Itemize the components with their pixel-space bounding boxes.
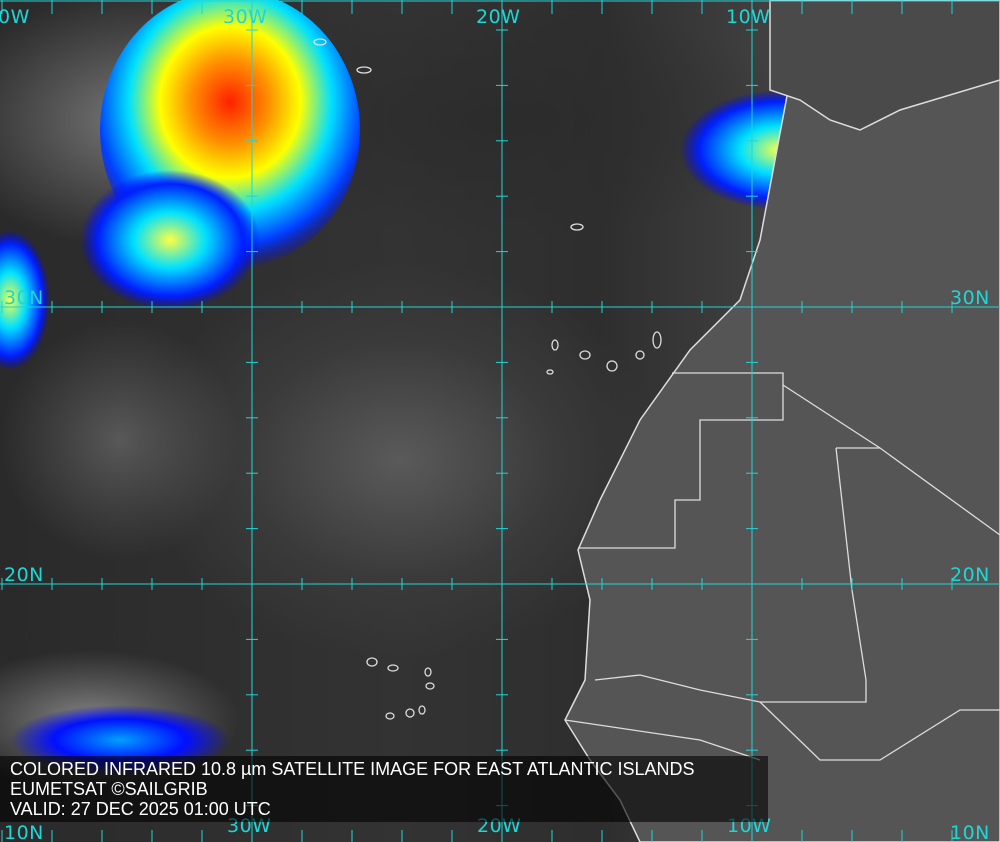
- lon-label-top: 30W: [223, 6, 268, 28]
- storm-system: [80, 170, 260, 310]
- caption-credit: EUMETSAT ©SAILGRIB: [10, 779, 208, 799]
- lon-label-top: 10W: [726, 6, 771, 28]
- borders: [564, 372, 1000, 761]
- graticule-ticks: [1, 0, 953, 842]
- islands: [313, 38, 662, 720]
- caption-valid-time: VALID: 27 DEC 2025 01:00 UTC: [10, 799, 271, 819]
- africa-landmass: [564, 0, 1000, 842]
- lat-label-left: 10N: [4, 822, 44, 842]
- lat-label-left: 20N: [4, 564, 44, 586]
- caption-box: COLORED INFRARED 10.8 µm SATELLITE IMAGE…: [0, 756, 768, 822]
- caption-title: COLORED INFRARED 10.8 µm SATELLITE IMAGE…: [10, 759, 695, 779]
- cloud-band: [0, 320, 240, 560]
- iberia-landmass: [769, 0, 1000, 131]
- lon-label-top: 20W: [476, 6, 521, 28]
- lat-label-right: 10N: [950, 822, 990, 842]
- lat-label-left: 30N: [4, 287, 44, 309]
- lon-label-top: 0W: [0, 6, 30, 28]
- lat-label-right: 20N: [950, 564, 990, 586]
- storm-system: [0, 230, 50, 370]
- lat-label-right: 30N: [950, 287, 990, 309]
